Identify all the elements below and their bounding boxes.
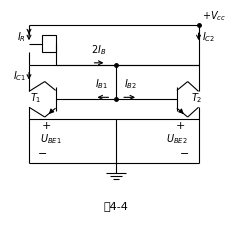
Text: +: + (176, 121, 185, 131)
Text: $+V_{cc}$: $+V_{cc}$ (202, 10, 226, 23)
Text: $I_{C2}$: $I_{C2}$ (202, 30, 215, 44)
Text: $U_{BE1}$: $U_{BE1}$ (40, 132, 62, 146)
Bar (42, 35, 56, 52)
Text: $2I_B$: $2I_B$ (91, 43, 106, 57)
Text: $I_{B1}$: $I_{B1}$ (95, 78, 108, 91)
Text: $I_R$: $I_R$ (17, 30, 26, 44)
Text: $U_{BE2}$: $U_{BE2}$ (166, 132, 188, 146)
Text: $I_{B2}$: $I_{B2}$ (124, 78, 137, 91)
Text: 图4-4: 图4-4 (103, 201, 128, 211)
Text: $I_{C1}$: $I_{C1}$ (13, 69, 26, 82)
Text: −: − (38, 149, 48, 159)
Text: −: − (180, 149, 189, 159)
Text: $T_2$: $T_2$ (191, 91, 202, 105)
Text: $T_1$: $T_1$ (30, 91, 42, 105)
Text: +: + (42, 121, 51, 131)
